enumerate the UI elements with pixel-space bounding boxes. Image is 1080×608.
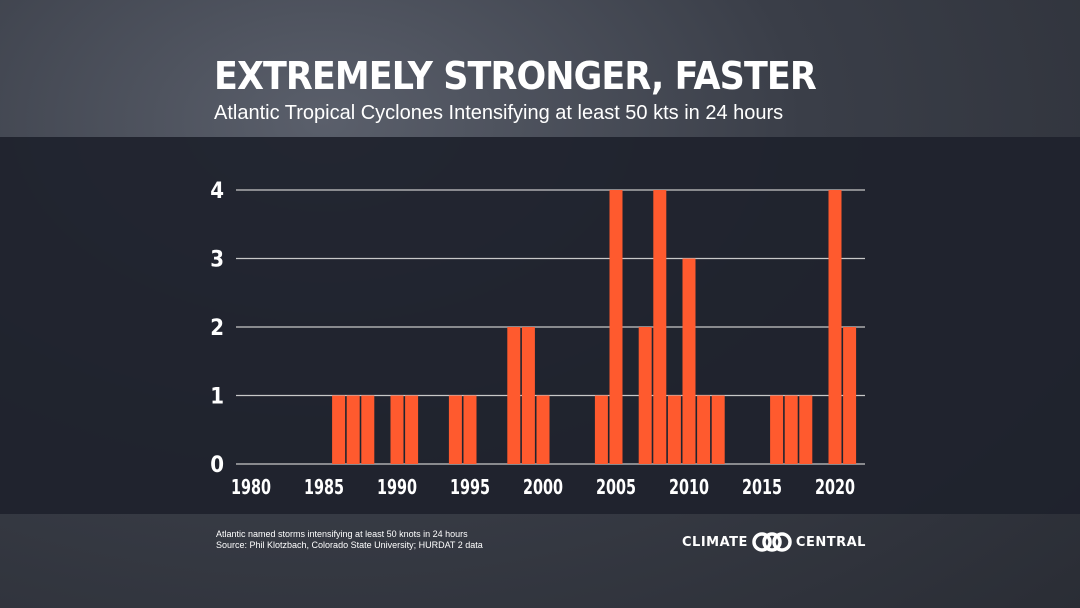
logo-rings-icon (752, 532, 792, 552)
chart-title: EXTREMELY STRONGER, FASTER (214, 54, 817, 98)
bar-2020 (828, 190, 842, 464)
footnote-source: Source: Phil Klotzbach, Colorado State U… (216, 540, 483, 550)
bar-2018 (799, 395, 813, 464)
x-tick-label: 2015 (742, 475, 782, 499)
bar-2007 (638, 327, 652, 464)
bar-2021 (843, 327, 857, 464)
y-tick-label: 2 (210, 316, 224, 341)
x-tick-label: 1985 (304, 475, 344, 499)
x-tick-label: 2000 (523, 475, 563, 499)
bar-1990 (390, 395, 404, 464)
bar-2011 (697, 395, 711, 464)
bar-1998 (507, 327, 521, 464)
logo-text-right: CENTRAL (795, 534, 866, 550)
y-tick-label: 0 (210, 453, 224, 478)
bar-2000 (536, 395, 550, 464)
x-tick-label: 1990 (377, 475, 417, 499)
x-tick-label: 2020 (815, 475, 855, 499)
bar-1988 (361, 395, 375, 464)
bar-2016 (770, 395, 784, 464)
y-tick-label: 1 (210, 385, 224, 410)
footnote-line1: Atlantic named storms intensifying at le… (216, 529, 468, 539)
bar-1995 (463, 395, 477, 464)
bar-1999 (521, 327, 535, 464)
bar-2012 (711, 395, 725, 464)
bar-2017 (784, 395, 798, 464)
y-tick-label: 4 (210, 179, 224, 204)
logo-text-left: CLIMATE (682, 534, 748, 550)
bar-2008 (653, 190, 667, 464)
footnote: Atlantic named storms intensifying at le… (216, 529, 483, 551)
x-tick-label: 1995 (450, 475, 490, 499)
bar-1994 (448, 395, 462, 464)
x-tick-label: 2005 (596, 475, 636, 499)
bar-2010 (682, 258, 696, 464)
climate-central-logo: CLIMATE CENTRAL (682, 532, 866, 552)
x-tick-label: 2010 (669, 475, 709, 499)
bar-1987 (346, 395, 360, 464)
bar-1991 (405, 395, 419, 464)
bar-1986 (332, 395, 346, 464)
bar-2005 (609, 190, 623, 464)
chart-subtitle: Atlantic Tropical Cyclones Intensifying … (214, 102, 784, 124)
bar-2004 (594, 395, 608, 464)
bar-2009 (667, 395, 681, 464)
x-tick-label: 1980 (231, 475, 271, 499)
y-tick-label: 3 (210, 248, 224, 273)
